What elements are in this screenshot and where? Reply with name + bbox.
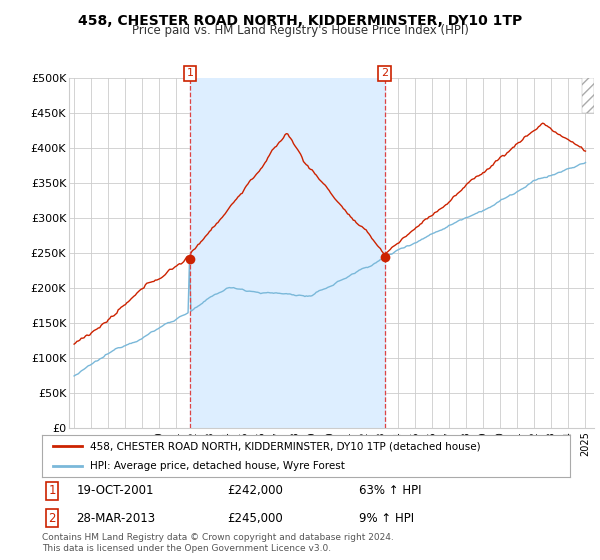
- Text: 63% ↑ HPI: 63% ↑ HPI: [359, 484, 421, 497]
- Text: 28-MAR-2013: 28-MAR-2013: [76, 512, 155, 525]
- Text: Contains HM Land Registry data © Crown copyright and database right 2024.
This d: Contains HM Land Registry data © Crown c…: [42, 533, 394, 553]
- Text: 1: 1: [187, 68, 194, 78]
- Text: 458, CHESTER ROAD NORTH, KIDDERMINSTER, DY10 1TP (detached house): 458, CHESTER ROAD NORTH, KIDDERMINSTER, …: [89, 441, 480, 451]
- Text: £242,000: £242,000: [227, 484, 283, 497]
- Text: 458, CHESTER ROAD NORTH, KIDDERMINSTER, DY10 1TP: 458, CHESTER ROAD NORTH, KIDDERMINSTER, …: [78, 14, 522, 28]
- Text: 9% ↑ HPI: 9% ↑ HPI: [359, 512, 414, 525]
- Text: Price paid vs. HM Land Registry's House Price Index (HPI): Price paid vs. HM Land Registry's House …: [131, 24, 469, 37]
- Text: £245,000: £245,000: [227, 512, 283, 525]
- Text: 2: 2: [381, 68, 388, 78]
- Text: 19-OCT-2001: 19-OCT-2001: [76, 484, 154, 497]
- Text: 2: 2: [49, 512, 56, 525]
- Text: 1: 1: [49, 484, 56, 497]
- Bar: [190, 78, 385, 428]
- Text: HPI: Average price, detached house, Wyre Forest: HPI: Average price, detached house, Wyre…: [89, 461, 344, 471]
